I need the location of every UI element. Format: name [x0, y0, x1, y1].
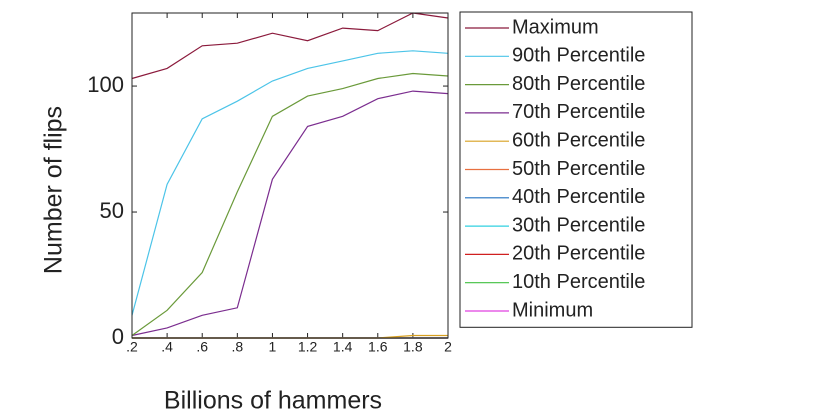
legend-label: Minimum	[512, 299, 593, 321]
legend-label: 70th Percentile	[512, 101, 645, 123]
legend-label: 50th Percentile	[512, 158, 645, 180]
legend-label: 60th Percentile	[512, 129, 645, 151]
legend-label: Maximum	[512, 16, 599, 38]
x-tick-label: 1	[269, 339, 277, 355]
legend-label: 30th Percentile	[512, 214, 645, 236]
legend-label: 10th Percentile	[512, 271, 645, 293]
x-tick-label: .2	[126, 339, 138, 355]
series-line	[131, 12, 449, 80]
series-line	[131, 72, 449, 336]
x-tick-label: .8	[231, 339, 243, 355]
y-tick-label: 0	[112, 324, 124, 349]
x-axis-label: Billions of hammers	[164, 387, 382, 415]
x-tick-label: 1.4	[333, 339, 353, 355]
x-tick-label: 1.2	[298, 339, 318, 355]
legend-label: 40th Percentile	[512, 186, 645, 208]
legend-label: 90th Percentile	[512, 45, 645, 67]
x-tick-label: 1.6	[368, 339, 388, 355]
series-line	[131, 90, 449, 337]
x-tick-label: .6	[196, 339, 208, 355]
legend-label: 80th Percentile	[512, 73, 645, 95]
series-line	[131, 50, 449, 316]
plot-frame	[131, 12, 449, 339]
y-tick-label: 50	[100, 198, 124, 223]
x-tick-label: .4	[161, 339, 173, 355]
legend-label: 20th Percentile	[512, 243, 645, 265]
y-axis-label: Number of flips	[40, 106, 68, 274]
x-tick-label: 2	[444, 339, 452, 355]
y-tick-label: 100	[87, 72, 124, 97]
x-tick-label: 1.8	[403, 339, 423, 355]
